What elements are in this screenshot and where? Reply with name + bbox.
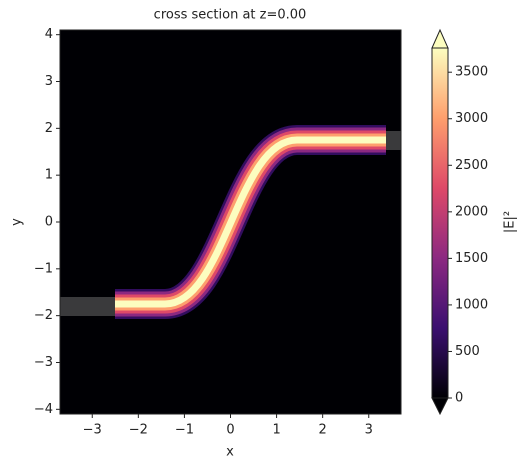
colorbar bbox=[431, 47, 449, 399]
y-axis-label: y bbox=[10, 218, 25, 226]
colorbar-tick-label: 0 bbox=[455, 391, 463, 406]
y-tick-label: −1 bbox=[34, 261, 53, 276]
colorbar-tick-label: 3000 bbox=[455, 111, 488, 126]
x-tick-label: 1 bbox=[272, 423, 280, 438]
x-tick-label: 2 bbox=[319, 423, 327, 438]
colorbar-tick-label: 500 bbox=[455, 344, 480, 359]
waveguide-left bbox=[60, 297, 115, 316]
x-tick-label: −3 bbox=[83, 423, 102, 438]
x-tick-label: −1 bbox=[175, 423, 194, 438]
colorbar-tick-label: 2000 bbox=[455, 204, 488, 219]
y-tick-label: −2 bbox=[34, 308, 53, 323]
field-beam bbox=[115, 125, 386, 319]
chart-title: cross section at z=0.00 bbox=[154, 8, 307, 23]
colorbar-tick-label: 1000 bbox=[455, 297, 488, 312]
x-axis-label: x bbox=[226, 445, 234, 460]
y-tick-label: −3 bbox=[34, 355, 53, 370]
y-tick-label: 2 bbox=[45, 121, 53, 136]
waveguide-right bbox=[386, 131, 401, 150]
x-tick-label: 3 bbox=[365, 423, 373, 438]
colorbar-tick-label: 3500 bbox=[455, 65, 488, 80]
x-tick-label: 0 bbox=[226, 423, 234, 438]
colorbar-label: |E|² bbox=[503, 211, 518, 233]
y-tick-label: 3 bbox=[45, 74, 53, 89]
colorbar-tick-label: 2500 bbox=[455, 158, 488, 173]
y-tick-label: 1 bbox=[45, 168, 53, 183]
beam-layer bbox=[115, 136, 386, 308]
colorbar-extend-bottom bbox=[431, 397, 449, 416]
y-tick-label: 0 bbox=[45, 215, 53, 230]
y-tick-label: −4 bbox=[34, 402, 53, 417]
colorbar-extend-top bbox=[431, 28, 449, 49]
y-tick-label: 4 bbox=[45, 27, 53, 42]
x-tick-label: −2 bbox=[129, 423, 148, 438]
colorbar-tick-label: 1500 bbox=[455, 251, 488, 266]
